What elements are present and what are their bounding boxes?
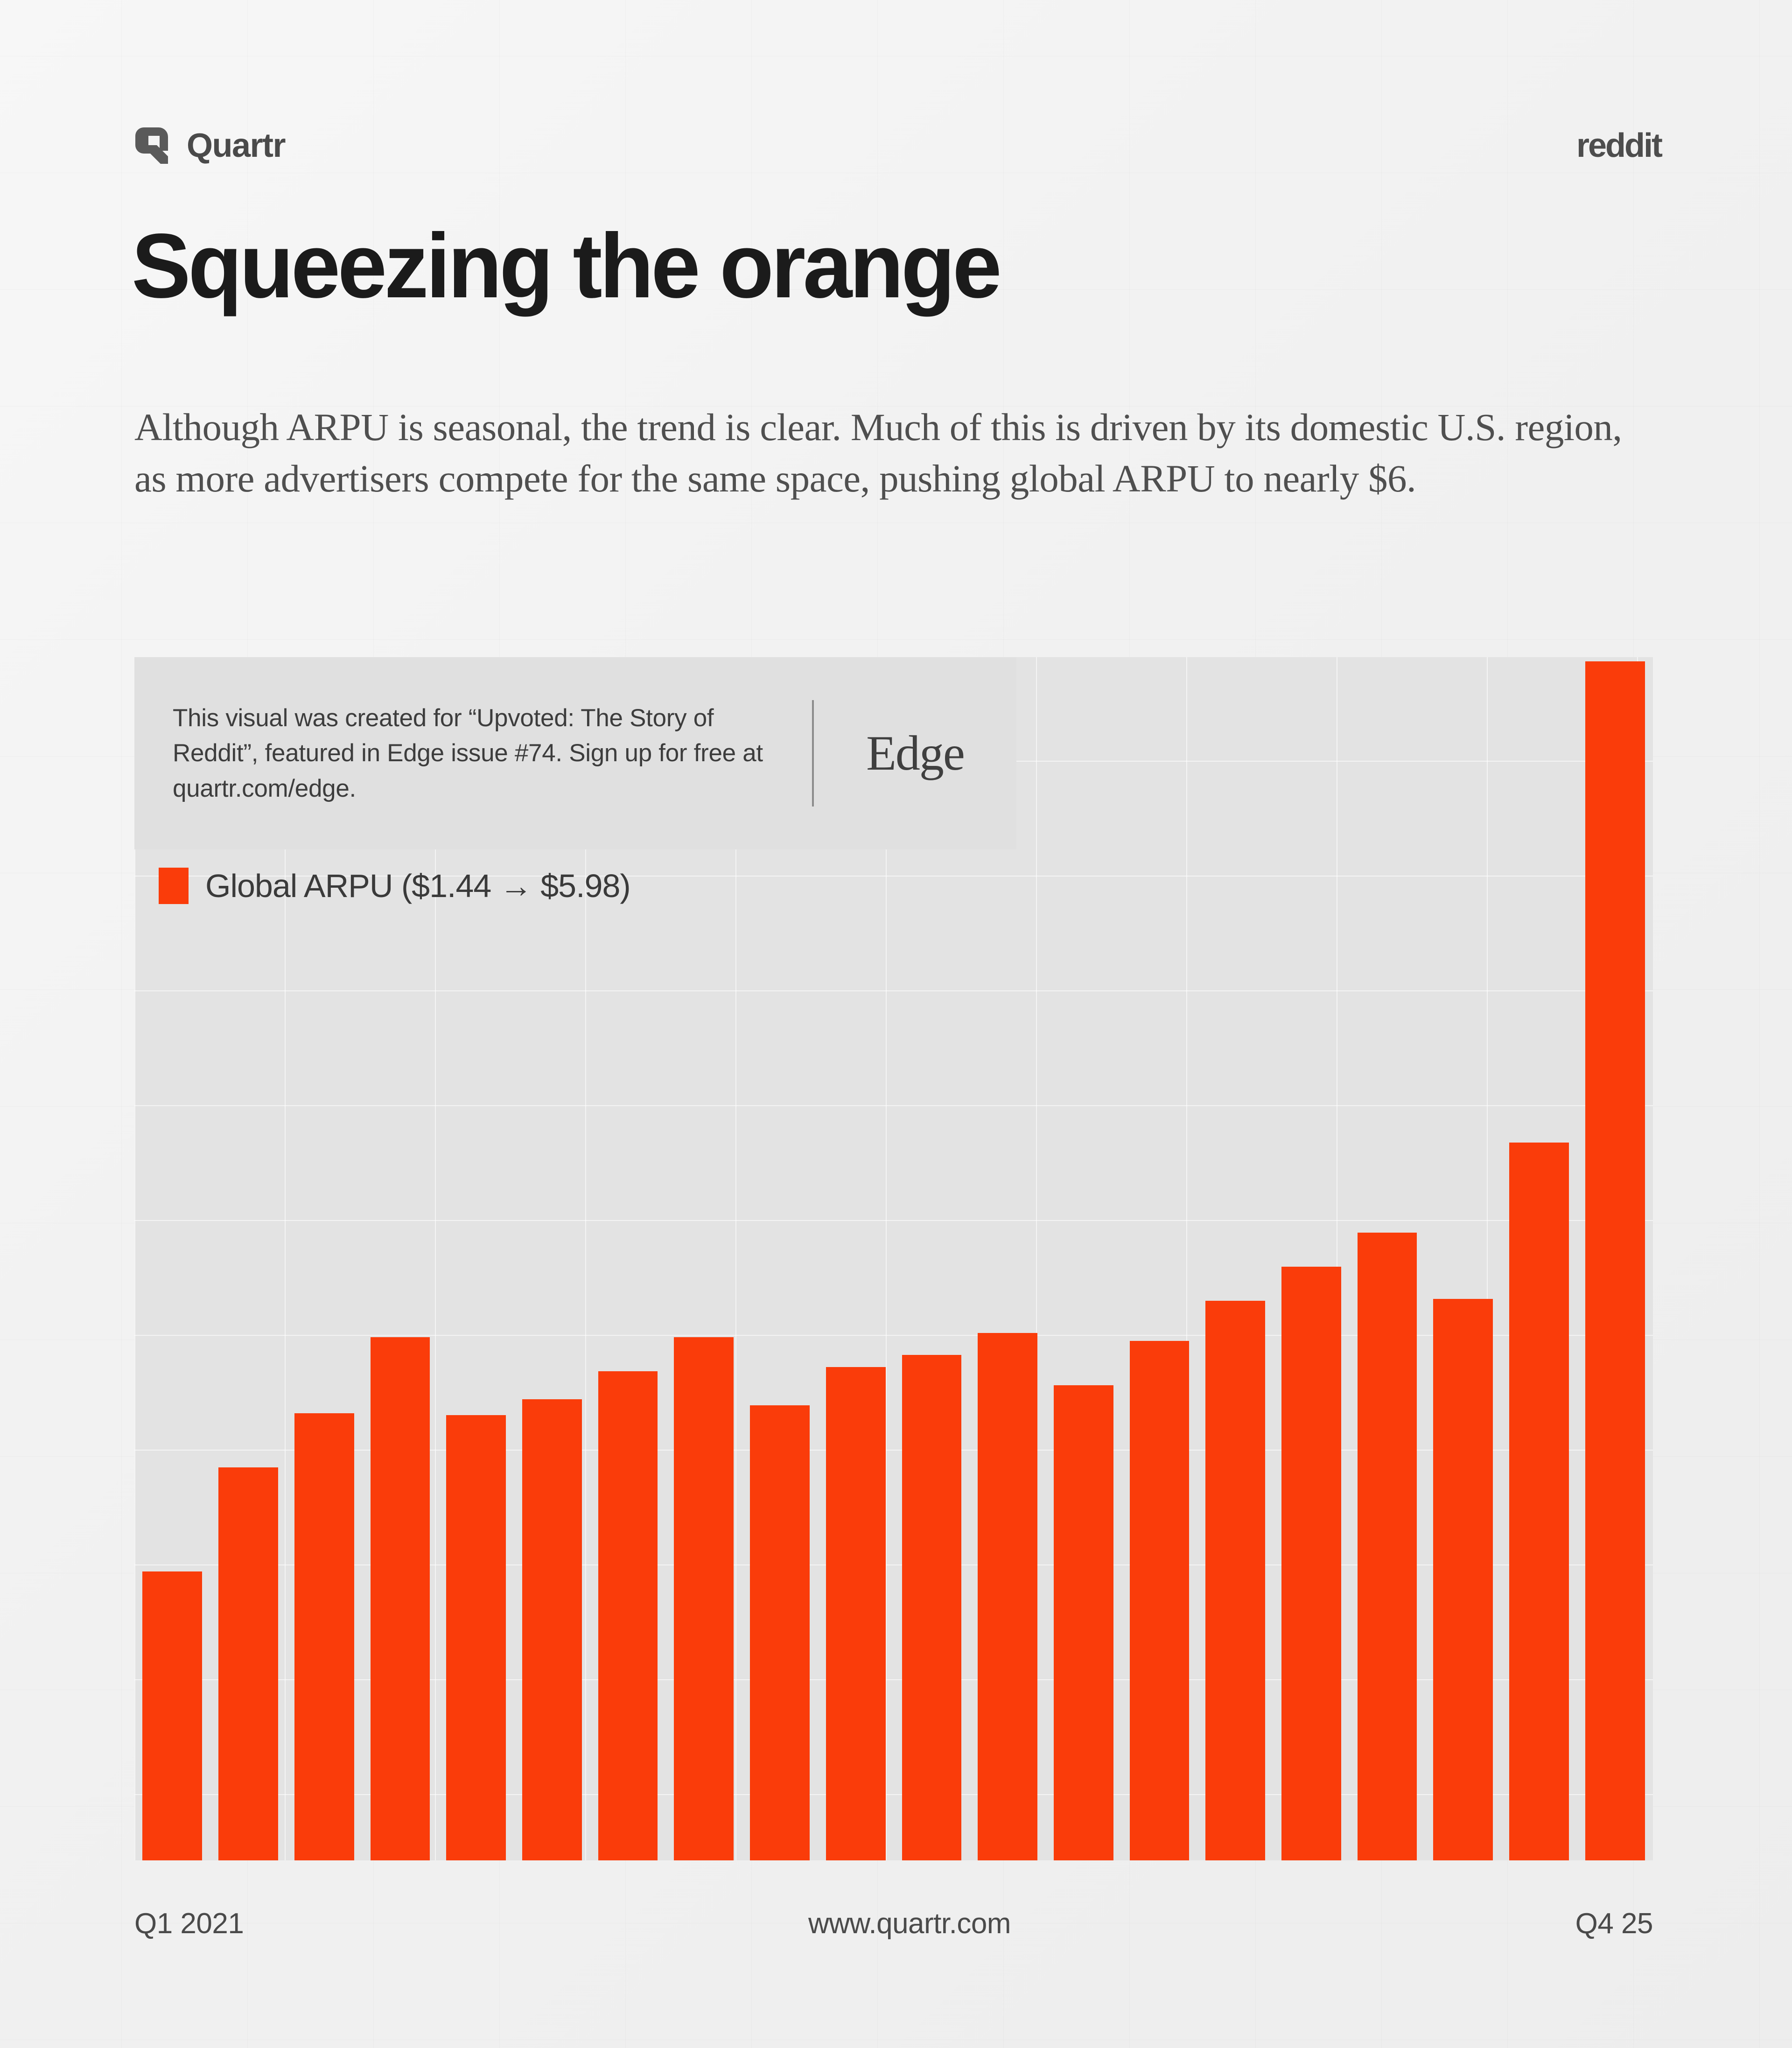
bar <box>1357 1233 1417 1860</box>
quartr-logo-icon <box>134 126 173 165</box>
page-subtitle: Although ARPU is seasonal, the trend is … <box>134 406 1622 500</box>
axis-label-end: Q4 25 <box>1575 1908 1653 1940</box>
bar-slot <box>666 657 742 1860</box>
bar-slot <box>590 657 666 1860</box>
bar <box>1509 1142 1569 1860</box>
bar-slot <box>1197 657 1274 1860</box>
footer: Q1 2021 www.quartr.com Q4 25 <box>134 1907 1653 1940</box>
bar-slot <box>1045 657 1121 1860</box>
bar-series <box>134 657 1653 1860</box>
bar <box>1205 1301 1266 1860</box>
bar <box>978 1333 1037 1860</box>
bar-slot <box>1274 657 1350 1860</box>
bar-slot <box>1501 657 1577 1860</box>
bar <box>1433 1298 1493 1860</box>
bar-slot <box>210 657 287 1860</box>
bar-slot <box>514 657 590 1860</box>
bar-slot <box>894 657 970 1860</box>
header: Quartr reddit <box>134 118 1663 174</box>
bar <box>1053 1385 1113 1860</box>
bar <box>1281 1267 1341 1860</box>
bar-slot <box>134 657 210 1860</box>
page-title: Squeezing the orange <box>132 215 1002 317</box>
bar <box>674 1337 734 1860</box>
chart-legend: Global ARPU ($1.44 → $5.98) <box>159 867 631 905</box>
bar-slot <box>362 657 438 1860</box>
bar <box>826 1367 886 1860</box>
legend-color-swatch <box>159 868 189 904</box>
axis-label-start: Q1 2021 <box>134 1908 244 1940</box>
legend-label: Global ARPU ($1.44 → $5.98) <box>205 868 631 904</box>
bar <box>522 1399 582 1860</box>
footer-website: www.quartr.com <box>808 1908 1011 1940</box>
edge-promo-box[interactable]: This visual was created for “Upvoted: Th… <box>134 657 1016 849</box>
bar-slot <box>1425 657 1501 1860</box>
bar <box>1585 661 1645 1860</box>
edge-logo: Edge <box>866 726 965 780</box>
bar <box>218 1467 278 1860</box>
bar <box>902 1355 962 1860</box>
bar <box>294 1413 354 1860</box>
bar <box>370 1337 430 1860</box>
bar-slot <box>818 657 894 1860</box>
bar <box>1129 1341 1190 1860</box>
bar-slot <box>1577 657 1653 1860</box>
bar <box>598 1371 658 1860</box>
bar-slot <box>438 657 514 1860</box>
bar <box>142 1571 203 1860</box>
bar-slot <box>1349 657 1425 1860</box>
brand-name: Quartr <box>187 127 286 164</box>
bar-slot <box>286 657 362 1860</box>
bar <box>750 1405 810 1860</box>
bar <box>446 1415 506 1860</box>
edge-promo-text: This visual was created for “Upvoted: Th… <box>173 704 763 802</box>
partner-logo-reddit: reddit <box>1576 127 1663 164</box>
bar-slot <box>1121 657 1197 1860</box>
bar-slot <box>742 657 818 1860</box>
brand-lockup: Quartr <box>134 126 286 165</box>
bar-slot <box>970 657 1046 1860</box>
